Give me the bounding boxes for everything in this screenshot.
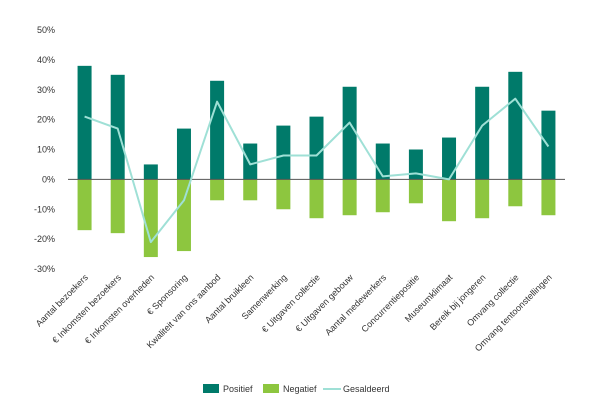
bar-negatief	[475, 179, 490, 219]
x-tick-label: € Uitgaven collectie	[260, 272, 322, 334]
bar-positief	[143, 164, 158, 180]
bar-positief	[243, 143, 258, 180]
bar-negatief	[110, 179, 125, 234]
line-series	[84, 97, 550, 244]
legend: Positief Negatief Gesaldeerd	[203, 384, 390, 394]
y-tick-label: 10%	[37, 145, 55, 155]
bar-negatief	[176, 179, 191, 252]
x-tick-label: Aantal medewerkers	[323, 272, 388, 337]
bar-negatief	[442, 179, 457, 222]
bar-negatief	[508, 179, 523, 207]
y-tick-label: 50%	[37, 25, 55, 35]
bar-positief	[442, 137, 457, 180]
y-tick-label: -30%	[34, 264, 55, 274]
bar-negatief	[77, 179, 92, 231]
bar-negatief	[375, 179, 390, 213]
bar-negatief	[342, 179, 357, 216]
bar-positief	[309, 116, 324, 180]
bars	[77, 65, 556, 258]
bar-negatief	[243, 179, 258, 201]
bar-negatief	[541, 179, 556, 216]
line-gesaldeerd	[84, 97, 550, 244]
legend-swatch	[203, 384, 219, 393]
bar-positief	[342, 86, 357, 180]
y-tick-label: -10%	[34, 204, 55, 214]
bar-negatief	[408, 179, 423, 204]
y-tick-label: 0%	[42, 174, 55, 184]
bar-negatief	[276, 179, 291, 210]
bar-negatief	[309, 179, 324, 219]
y-axis: -30% -20% -10% 0% 10% 20% 30% 40% 50%	[34, 25, 55, 274]
y-tick-label: 20%	[37, 115, 55, 125]
x-tick-label: € Uitgaven gebouw	[293, 272, 355, 334]
y-tick-label: 30%	[37, 85, 55, 95]
bar-positief	[176, 128, 191, 180]
bar-positief	[508, 71, 523, 180]
y-tick-label: -20%	[34, 234, 55, 244]
bar-positief	[408, 149, 423, 180]
bar-negatief	[210, 179, 225, 201]
x-tick-label: Bereik bij jongeren	[428, 272, 488, 332]
bar-positief	[276, 125, 291, 180]
bar-positief	[77, 65, 92, 180]
y-tick-label: 40%	[37, 55, 55, 65]
x-tick-label: Concurrentiepositie	[359, 272, 421, 334]
legend-label: Negatief	[283, 384, 317, 394]
legend-swatch	[263, 384, 279, 393]
bar-positief	[375, 143, 390, 180]
bar-positief	[475, 86, 490, 180]
legend-label: Gesaldeerd	[343, 384, 390, 394]
bar-negatief	[143, 179, 158, 258]
bar-positief	[210, 80, 225, 180]
x-axis: Aantal bezoekers€ Inkomsten bezoekers€ I…	[34, 272, 554, 353]
legend-label: Positief	[223, 384, 253, 394]
bar-positief	[110, 74, 125, 180]
